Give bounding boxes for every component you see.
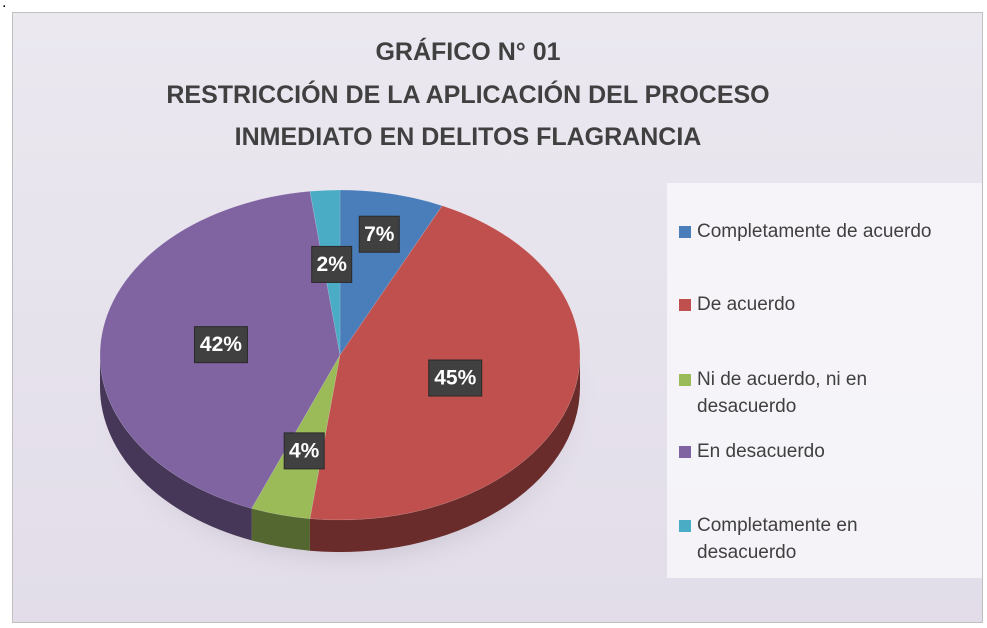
data-label: 7% [364, 223, 395, 246]
legend-item: Ni de acuerdo, ni en desacuerdo [679, 366, 969, 420]
legend-item: De acuerdo [679, 291, 969, 318]
data-label: 2% [317, 253, 348, 276]
legend-swatch [679, 446, 691, 458]
chart-title: GRÁFICO N° 01 [375, 37, 560, 66]
slice-side [309, 355, 580, 552]
data-label: 42% [200, 333, 242, 356]
stray-text: . [2, 0, 7, 11]
legend-label: Completamente en desacuerdo [697, 515, 858, 563]
data-label: 4% [289, 439, 320, 462]
legend-swatch [679, 226, 691, 238]
data-label-box [311, 245, 353, 283]
legend-label: Ni de acuerdo, ni en desacuerdo [697, 369, 868, 417]
legend-label: De acuerdo [697, 294, 796, 315]
pie: 7% 45% 4% 42% 2% [99, 189, 581, 552]
legend-item: Completamente en desacuerdo [679, 512, 969, 566]
legend-swatch [679, 374, 691, 386]
chart-title: INMEDIATO EN DELITOS FLAGRANCIA [235, 123, 702, 151]
data-label-box [283, 432, 325, 470]
legend-label: En desacuerdo [697, 441, 825, 462]
chart-title: RESTRICCIÓN DE LA APLICACIÓN DEL PROCESO [166, 79, 769, 109]
data-label-box [358, 215, 400, 253]
legend-label: Completamente de acuerdo [697, 221, 932, 242]
slice-side [100, 355, 252, 541]
legend-item: En desacuerdo [679, 438, 969, 465]
data-label: 45% [434, 367, 476, 390]
data-label-box [193, 326, 248, 364]
legend: Completamente de acuerdo De acuerdo Ni de … [667, 183, 982, 578]
legend-swatch [679, 520, 691, 532]
legend-item: Completamente de acuerdo [679, 218, 969, 245]
slice-side [251, 508, 310, 551]
data-label-box [428, 359, 483, 397]
legend-swatch [679, 299, 691, 311]
